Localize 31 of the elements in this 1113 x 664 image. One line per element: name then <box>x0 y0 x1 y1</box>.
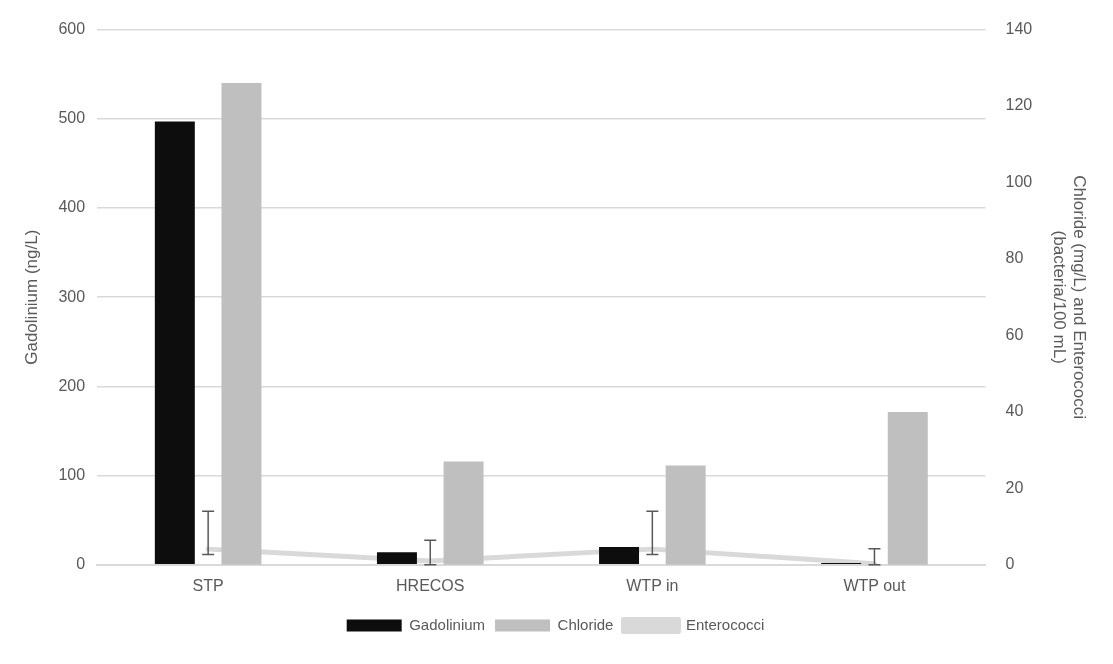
x-tick-label: STP <box>192 576 224 594</box>
legend-label: Gadolinium <box>409 615 486 633</box>
y2-tick-label: 0 <box>1005 555 1015 573</box>
legend-label: Enterococci <box>685 615 765 633</box>
bar <box>443 461 484 565</box>
x-tick-label: WTP out <box>843 576 906 594</box>
y2-tick-label: 60 <box>1005 325 1024 343</box>
y2-tick-label: 80 <box>1005 249 1024 267</box>
y2-tick-label: 140 <box>1005 20 1033 38</box>
x-tick-label: HRECOS <box>396 576 465 594</box>
y-tick-label: 400 <box>58 198 86 216</box>
bar <box>665 465 706 565</box>
y2-tick-label: 40 <box>1005 402 1024 420</box>
y2-tick-label: 100 <box>1005 172 1033 190</box>
bar <box>376 552 417 565</box>
y2-axis-title: Chloride (mg/L) and Enterococci (bacteria/100 mL) <box>1049 175 1090 420</box>
y2-tick-label: 120 <box>1005 96 1033 114</box>
x-tick-label: WTP in <box>626 576 679 594</box>
bar <box>154 121 195 565</box>
y-tick-label: 300 <box>58 287 86 305</box>
y-tick-label: 0 <box>76 555 86 573</box>
y-tick-label: 500 <box>58 109 86 127</box>
bar <box>221 83 262 565</box>
bar <box>599 546 640 565</box>
y-axis-title: Gadolinium (ng/L) <box>21 229 41 365</box>
legend-label: Chloride <box>557 615 614 633</box>
y2-tick-label: 20 <box>1005 478 1024 496</box>
y-tick-label: 600 <box>58 20 86 38</box>
bar <box>887 411 928 565</box>
y-tick-label: 100 <box>58 466 86 484</box>
y-tick-label: 200 <box>58 376 86 394</box>
